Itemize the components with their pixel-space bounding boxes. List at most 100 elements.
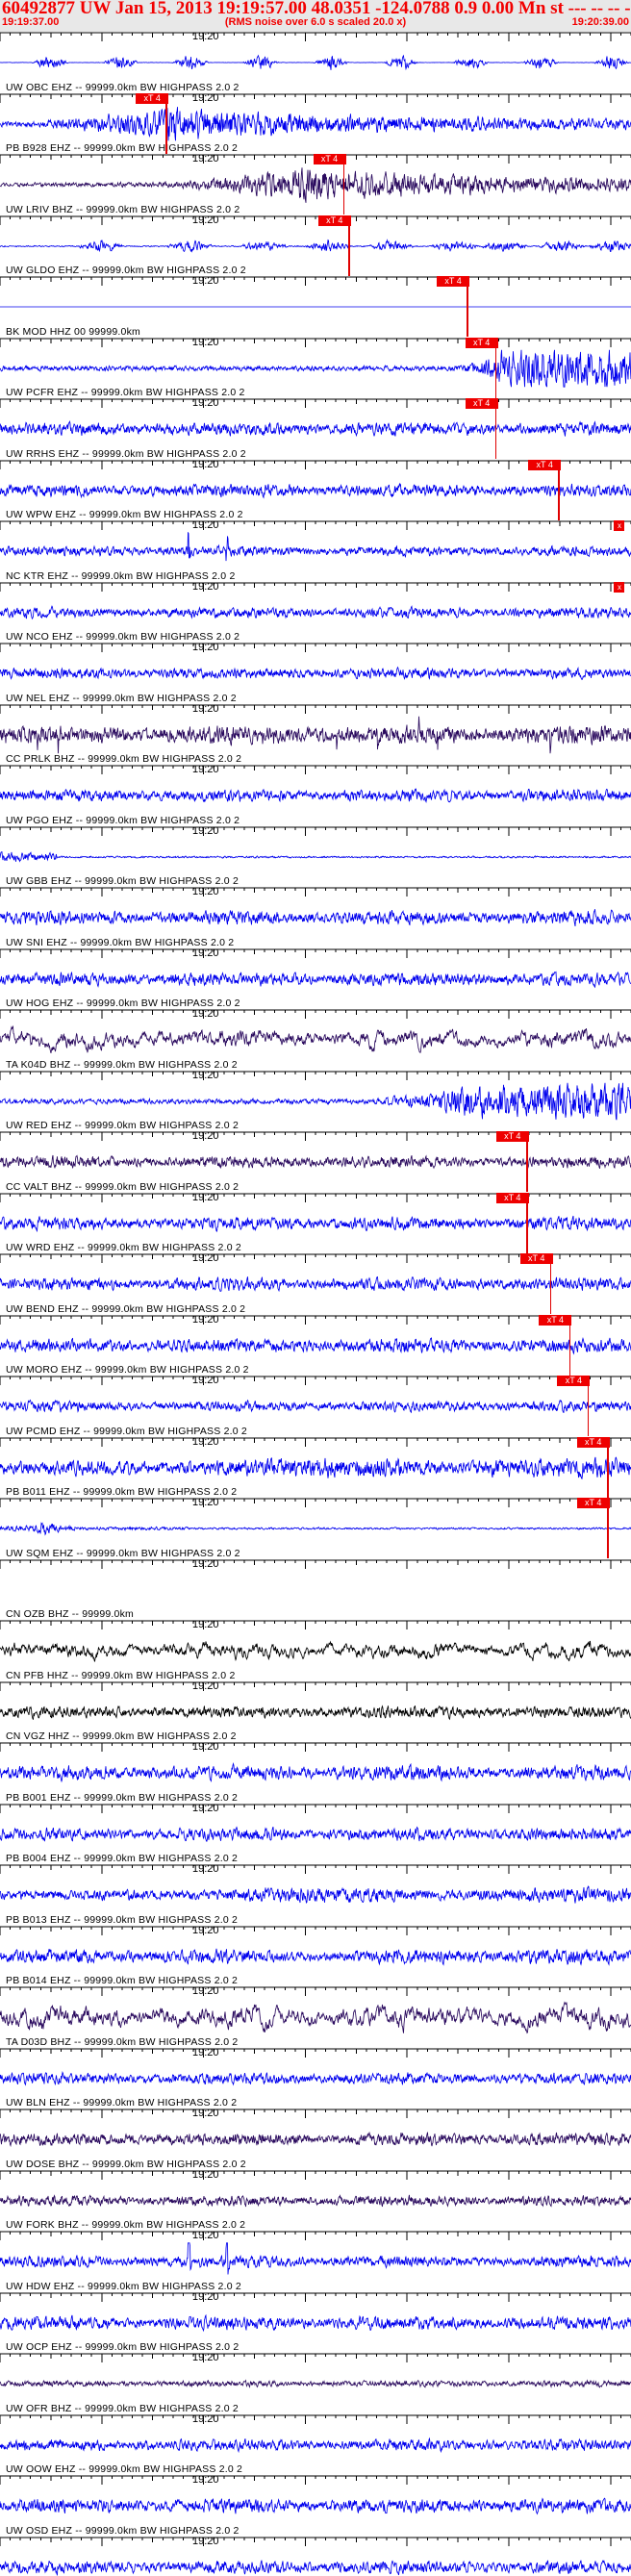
trace-row[interactable]: 19:20 NC KTR EHZ -- 99999.0km BW HIGHPASS… xyxy=(0,520,631,582)
trace-row[interactable]: 19:20 UW RED EHZ -- 99999.0km BW HIGHPASS… xyxy=(0,1071,631,1132)
pick-marker-line[interactable] xyxy=(494,398,497,459)
pick-marker-line[interactable] xyxy=(525,1131,528,1192)
trace-row[interactable]: 19:20 CN PFB HHZ -- 99999.0km BW HIGHPASS… xyxy=(0,1620,631,1681)
trace-row[interactable]: 19:20 UW BEND EHZ -- 99999.0km BW HIGHPAS… xyxy=(0,1253,631,1315)
trace-row[interactable]: 19:20 UW NEL EHZ -- 99999.0km BW HIGHPASS… xyxy=(0,643,631,704)
pick-marker-label[interactable]: xT 4 xyxy=(317,215,351,226)
trace-row[interactable]: 19:20 PB B001 EHZ -- 99999.0km BW HIGHPAS… xyxy=(0,1742,631,1804)
trace-row[interactable]: 19:20 CN OZB BHZ -- 99999.0km xyxy=(0,1559,631,1621)
pick-marker-label[interactable]: x xyxy=(614,520,625,531)
waveform[interactable] xyxy=(0,2487,631,2525)
waveform[interactable] xyxy=(0,1693,631,1731)
trace-row[interactable]: 19:20 PB B014 EHZ -- 99999.0km BW HIGHPAS… xyxy=(0,1926,631,1987)
trace-row[interactable]: 19:20 TA D03D BHZ -- 99999.0km BW HIGHPAS… xyxy=(0,1986,631,2048)
waveform[interactable] xyxy=(0,1082,631,1121)
pick-marker-label[interactable]: xT 4 xyxy=(437,276,470,287)
waveform[interactable] xyxy=(0,105,631,143)
waveform[interactable] xyxy=(0,1387,631,1426)
pick-marker-line[interactable] xyxy=(606,1436,609,1498)
trace-row[interactable]: 19:20 CN VGZ HHZ -- 99999.0km BW HIGHPASS… xyxy=(0,1681,631,1743)
waveform[interactable] xyxy=(0,593,631,632)
waveform[interactable] xyxy=(0,1937,631,1976)
waveform[interactable] xyxy=(0,776,631,815)
trace-row[interactable]: 19:20 UW OCP EHZ -- 99999.0km BW HIGHPASS… xyxy=(0,2292,631,2354)
trace-row[interactable]: 19:20 UW OOW EHZ -- 99999.0km BW HIGHPASS… xyxy=(0,2414,631,2476)
pick-marker-label[interactable]: x xyxy=(614,581,625,593)
pick-marker-line[interactable] xyxy=(165,92,167,154)
waveform[interactable] xyxy=(0,1265,631,1303)
pick-marker-label[interactable]: xT 4 xyxy=(519,1253,553,1264)
trace-row[interactable]: 19:20 UW GBB EHZ -- 99999.0km BW HIGHPASS… xyxy=(0,826,631,888)
pick-marker-line[interactable] xyxy=(494,337,497,398)
trace-row[interactable]: 19:20 UW WRD EHZ -- 99999.0km BW HIGHPASS… xyxy=(0,1192,631,1254)
waveform[interactable] xyxy=(0,2364,631,2403)
waveform[interactable] xyxy=(0,2426,631,2464)
waveform[interactable] xyxy=(0,2242,631,2281)
pick-marker-label[interactable]: xT 4 xyxy=(528,459,562,470)
trace-row[interactable]: 19:20 CC VALT BHZ -- 99999.0km BW HIGHPAS… xyxy=(0,1131,631,1193)
trace-row[interactable]: 19:20 UW OBC EHZ -- 99999.0km BW HIGHPASS… xyxy=(0,32,631,93)
trace-row[interactable]: 19:20 UW DOSE BHZ -- 99999.0km BW HIGHPAS… xyxy=(0,2109,631,2170)
trace-row[interactable]: 19:20 UW OSD EHZ -- 99999.0km BW HIGHPASS… xyxy=(0,2475,631,2537)
pick-marker-line[interactable] xyxy=(525,1192,528,1253)
waveform[interactable] xyxy=(0,410,631,448)
trace-row[interactable]: 19:20 UW MORO EHZ -- 99999.0km BW HIGHPAS… xyxy=(0,1314,631,1376)
pick-marker-label[interactable]: xT 4 xyxy=(539,1314,572,1326)
waveform[interactable] xyxy=(0,1876,631,1914)
pick-marker-line[interactable] xyxy=(558,459,560,520)
trace-row[interactable]: 19:20 UW OFR BHZ -- 99999.0km BW HIGHPASS… xyxy=(0,2353,631,2414)
waveform[interactable] xyxy=(0,716,631,754)
trace-row[interactable]: 19:20 UW HDW EHZ -- 99999.0km BW HIGHPASS… xyxy=(0,2231,631,2292)
trace-row[interactable]: 19:20 BK MOD HHZ 00 99999.0km xT 4 xyxy=(0,276,631,338)
pick-marker-line[interactable] xyxy=(568,1314,571,1376)
trace-row[interactable]: 19:20 UW HOG EHZ -- 99999.0km BW HIGHPASS… xyxy=(0,948,631,1010)
trace-row[interactable]: 19:20 UW PGO EHZ -- 99999.0km BW HIGHPASS… xyxy=(0,765,631,826)
pick-marker-label[interactable]: xT 4 xyxy=(465,337,498,348)
waveform[interactable] xyxy=(0,1754,631,1792)
pick-marker-line[interactable] xyxy=(606,1498,609,1558)
waveform[interactable] xyxy=(0,1631,631,1670)
waveform[interactable] xyxy=(0,165,631,204)
waveform[interactable] xyxy=(0,43,631,82)
waveform[interactable] xyxy=(0,2059,631,2098)
waveform[interactable] xyxy=(0,1326,631,1365)
pick-marker-label[interactable]: xT 4 xyxy=(557,1376,591,1386)
waveform[interactable] xyxy=(0,654,631,693)
trace-row[interactable]: 19:20 UW LRIV BHZ -- 99999.0km BW HIGHPAS… xyxy=(0,154,631,215)
waveform[interactable] xyxy=(0,471,631,510)
trace-row[interactable]: 19:20 UW PCFR EHZ -- 99999.0km BW HIGHPAS… xyxy=(0,337,631,399)
pick-marker-label[interactable]: xT 4 xyxy=(495,1131,529,1142)
waveform[interactable] xyxy=(0,2548,631,2576)
trace-row[interactable]: 19:20 UW SNI EHZ -- 99999.0km BW HIGHPASS… xyxy=(0,887,631,948)
waveform[interactable] xyxy=(0,1998,631,2036)
waveform[interactable] xyxy=(0,2120,631,2159)
waveform[interactable] xyxy=(0,532,631,570)
waveform[interactable] xyxy=(0,838,631,876)
trace-row[interactable]: 19:20 UW PCMD EHZ -- 99999.0km BW HIGHPAS… xyxy=(0,1376,631,1437)
waveform[interactable] xyxy=(0,1815,631,1854)
trace-row[interactable]: 19:20 PB B013 EHZ -- 99999.0km BW HIGHPAS… xyxy=(0,1864,631,1926)
waveform[interactable] xyxy=(0,1571,631,1609)
trace-row[interactable]: 19:20 PB B928 EHZ -- 99999.0km BW HIGHPAS… xyxy=(0,92,631,155)
pick-marker-label[interactable]: xT 4 xyxy=(495,1192,529,1203)
waveform[interactable] xyxy=(0,960,631,998)
trace-row[interactable]: 19:20 UW SQM EHZ -- 99999.0km BW HIGHPASS… xyxy=(0,1498,631,1559)
trace-row[interactable]: 19:20 UW RRHS EHZ -- 99999.0km BW HIGHPAS… xyxy=(0,398,631,460)
waveform[interactable] xyxy=(0,2182,631,2220)
pick-marker-line[interactable] xyxy=(347,215,350,276)
trace-row[interactable]: 19:20 PB B011 EHZ -- 99999.0km BW HIGHPAS… xyxy=(0,1436,631,1499)
pick-marker-label[interactable]: xT 4 xyxy=(576,1498,610,1508)
trace-row[interactable]: 19:20 UW GLDO EHZ -- 99999.0km BW HIGHPAS… xyxy=(0,215,631,277)
trace-row[interactable]: 19:20 PB B004 EHZ -- 99999.0km BW HIGHPAS… xyxy=(0,1804,631,1865)
trace-row[interactable]: 19:20 TA K04D BHZ -- 99999.0km BW HIGHPAS… xyxy=(0,1009,631,1071)
waveform[interactable] xyxy=(0,2304,631,2342)
waveform[interactable] xyxy=(0,1021,631,1059)
waveform[interactable] xyxy=(0,1143,631,1181)
pick-marker-label[interactable]: xT 4 xyxy=(136,92,169,104)
trace-row[interactable]: 19:20 UW NCO EHZ -- 99999.0km BW HIGHPASS… xyxy=(0,581,631,644)
pick-marker-label[interactable]: xT 4 xyxy=(576,1436,610,1448)
trace-row[interactable]: 19:20 UW FORK BHZ -- 99999.0km BW HIGHPAS… xyxy=(0,2170,631,2232)
waveform[interactable] xyxy=(0,349,631,388)
pick-marker-label[interactable]: xT 4 xyxy=(313,154,346,164)
